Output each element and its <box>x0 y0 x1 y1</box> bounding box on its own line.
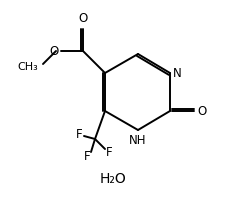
Text: NH: NH <box>129 134 147 147</box>
Text: CH₃: CH₃ <box>17 62 38 72</box>
Text: O: O <box>50 45 59 58</box>
Text: H₂O: H₂O <box>100 172 126 186</box>
Text: N: N <box>173 66 182 80</box>
Text: O: O <box>197 104 206 118</box>
Text: F: F <box>84 150 90 164</box>
Text: F: F <box>106 146 112 160</box>
Text: O: O <box>78 12 88 25</box>
Text: F: F <box>76 128 82 142</box>
